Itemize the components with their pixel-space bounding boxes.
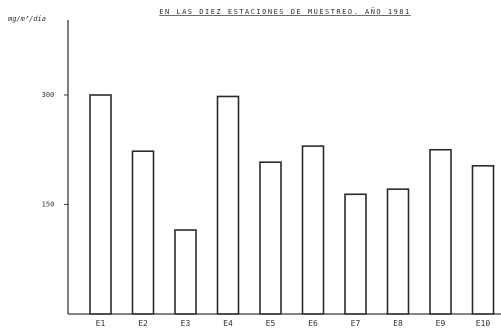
category-labels: E1 E2 E3 E4 E5 E6 E7 E8 E9 E10 <box>96 319 491 328</box>
y-ticks: 150 300 <box>42 91 68 209</box>
x-tick-label-E10: E10 <box>476 319 491 328</box>
bar-E8 <box>386 188 410 315</box>
bar-E6 <box>301 145 325 315</box>
x-tick-label-E6: E6 <box>308 319 318 328</box>
bar-E5 <box>259 161 282 315</box>
x-tick-label-E3: E3 <box>181 319 191 328</box>
x-tick-label-E7: E7 <box>351 319 361 328</box>
x-tick-label-E2: E2 <box>138 319 148 328</box>
x-tick-label-E5: E5 <box>266 319 276 328</box>
x-tick-label-E1: E1 <box>96 319 106 328</box>
chart-title: EN LAS DIEZ ESTACIONES DE MUESTREO. AÑO … <box>159 7 410 16</box>
bars-group <box>89 94 495 315</box>
bar-E2 <box>131 150 155 315</box>
bar-E9 <box>429 148 452 315</box>
y-tick-label-1: 150 <box>42 201 55 209</box>
x-tick-label-E9: E9 <box>436 319 446 328</box>
bar-E7 <box>344 193 367 315</box>
bar-E4 <box>216 95 240 315</box>
y-axis-label: mg/m³/día <box>7 15 46 23</box>
x-tick-label-E4: E4 <box>223 319 233 328</box>
x-tick-label-E8: E8 <box>393 319 403 328</box>
y-tick-label-2: 300 <box>42 91 55 99</box>
bar-E3 <box>174 229 197 315</box>
bar-E1 <box>89 94 112 315</box>
bar-E10 <box>471 165 495 315</box>
